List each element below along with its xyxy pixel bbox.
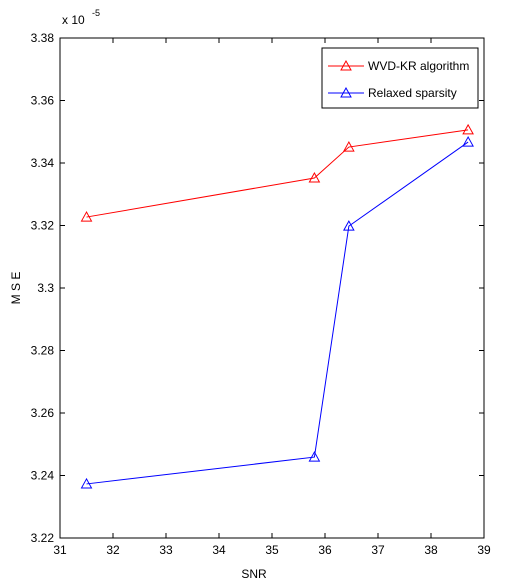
x-tick-label: 34 [212, 543, 226, 557]
y-tick-label: 3.38 [31, 31, 55, 45]
x-tick-label: 35 [265, 543, 279, 557]
y-tick-label: 3.28 [31, 344, 55, 358]
plot-area [59, 37, 485, 539]
y-axis-label: M S E [9, 272, 23, 305]
legend-label: WVD-KR algorithm [368, 59, 469, 73]
marker [80, 211, 93, 222]
x-tick-label: 37 [371, 543, 385, 557]
marker [308, 451, 321, 462]
y-tick-label: 3.26 [31, 406, 55, 420]
x-tick-label: 33 [159, 543, 173, 557]
x-axis-label: SNR [241, 567, 267, 581]
y-exponent: -5 [92, 8, 100, 18]
x-tick-label: 39 [477, 543, 491, 557]
marker [343, 141, 355, 152]
marker [308, 171, 321, 183]
marker [80, 477, 93, 489]
x-tick-label: 36 [318, 543, 332, 557]
y-tick-label: 3.36 [31, 94, 55, 108]
x-tick-label: 38 [424, 543, 438, 557]
series-line [86, 129, 469, 218]
legend-marker [340, 86, 352, 98]
y-tick-label: 3.32 [31, 219, 55, 233]
marker [343, 220, 355, 231]
legend-marker [340, 59, 352, 71]
legend [321, 47, 479, 109]
y-tick-label: 3.22 [31, 531, 55, 545]
series-line [86, 141, 469, 485]
marker [462, 123, 474, 135]
y-tick-label: 3.34 [31, 156, 55, 170]
y-tick-label: 3.3 [37, 281, 54, 295]
marker [462, 136, 474, 147]
y-multiplier: x 10 [62, 13, 85, 27]
legend-label: Relaxed sparsity [368, 86, 457, 100]
x-tick-label: 31 [53, 543, 67, 557]
x-tick-label: 32 [106, 543, 120, 557]
y-tick-label: 3.24 [31, 469, 55, 483]
